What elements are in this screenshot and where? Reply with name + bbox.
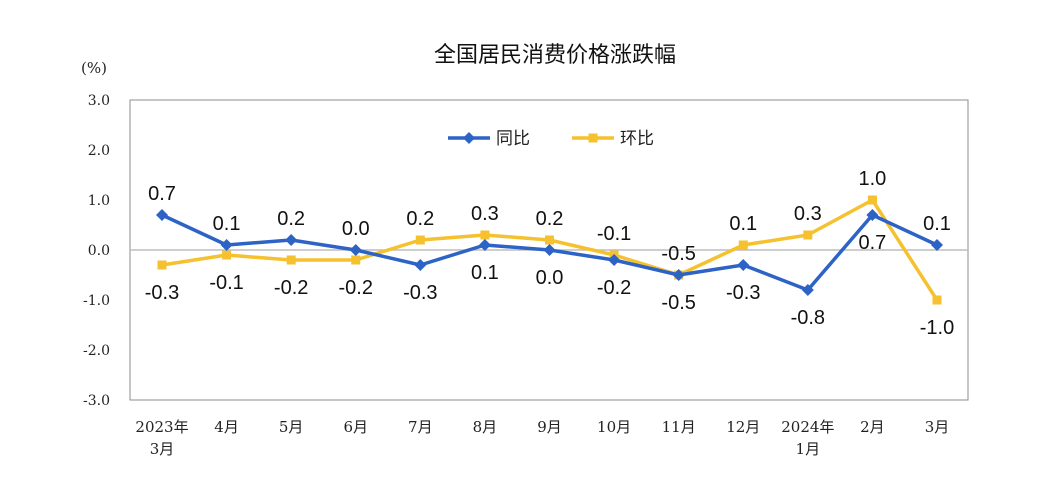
- y-axis-unit: (%): [81, 59, 107, 77]
- data-label-yoy: 0.7: [859, 232, 887, 254]
- data-label-yoy: -0.2: [597, 277, 631, 299]
- series-lines-layer: [156, 195, 943, 305]
- data-point-mom: [932, 295, 942, 305]
- data-point-yoy: [285, 234, 298, 246]
- axis-layer: 3.0 2.0 1.0 0.0 -1.0 -2.0 -3.0 2023年 3月 4月 5月 6月 7月 8…: [83, 93, 968, 458]
- x-tick-label: 10月: [597, 418, 631, 436]
- data-point-mom: [545, 235, 554, 245]
- data-label-yoy: -0.3: [403, 282, 437, 304]
- data-point-yoy: [478, 239, 491, 251]
- data-label-yoy: -0.8: [791, 307, 825, 329]
- data-point-yoy: [414, 259, 427, 271]
- x-tick-label: 2024年 1月: [781, 418, 834, 458]
- chart-title: 全国居民消费价格涨跌幅: [434, 43, 676, 68]
- data-point-mom: [867, 195, 877, 205]
- data-label-yoy: 0.0: [342, 218, 370, 240]
- y-tick-label: 2.0: [88, 143, 110, 159]
- data-label-yoy: 0.1: [923, 213, 951, 235]
- y-tick-label: 3.0: [88, 93, 110, 109]
- data-label-mom: 0.3: [794, 203, 822, 225]
- x-tick-label: 7月: [408, 418, 433, 436]
- data-point-mom: [480, 230, 490, 240]
- x-tick-label: 4月: [214, 418, 239, 436]
- data-label-yoy: 0.2: [277, 208, 305, 230]
- data-point-yoy: [608, 254, 621, 266]
- data-point-yoy: [672, 269, 685, 281]
- x-tick-label: 5月: [279, 418, 304, 436]
- x-tick-label: 6月: [343, 418, 368, 436]
- x-tick-label: 8月: [473, 418, 498, 436]
- legend-label-mom: 环比: [620, 129, 654, 149]
- x-tick-label: 3月: [925, 418, 950, 436]
- data-label-mom: 0.1: [729, 213, 757, 235]
- data-label-mom: -0.2: [274, 277, 308, 299]
- data-point-yoy: [931, 239, 943, 251]
- y-tick-label: 1.0: [88, 193, 110, 209]
- data-labels-layer: 0.7 0.1 0.2 0.0 -0.3 0.1 0.0 -0.2 -0.5 -0.3 -0.8 0.…: [145, 168, 954, 339]
- data-point-mom: [415, 235, 425, 245]
- data-label-yoy: -0.3: [726, 282, 760, 304]
- data-label-mom: 1.0: [859, 168, 887, 190]
- data-point-mom: [803, 230, 813, 240]
- data-point-yoy: [349, 244, 362, 256]
- data-point-yoy: [737, 259, 750, 271]
- x-tick-label: 9月: [537, 418, 562, 436]
- data-label-mom: 0.3: [471, 203, 499, 225]
- data-label-mom: -0.2: [339, 277, 373, 299]
- data-label-mom: -0.3: [145, 282, 179, 304]
- legend-marker-yoy: [463, 132, 475, 144]
- legend-label-yoy: 同比: [496, 129, 530, 149]
- data-label-mom: 0.2: [406, 208, 434, 230]
- legend-marker-mom: [588, 133, 598, 143]
- data-point-yoy: [220, 239, 233, 251]
- data-label-yoy: 0.1: [213, 213, 241, 235]
- y-tick-label: -3.0: [83, 393, 110, 409]
- data-label-mom: -1.0: [920, 317, 954, 339]
- data-label-mom: -0.1: [209, 272, 243, 294]
- legend: 同比 环比: [448, 129, 654, 149]
- data-label-yoy: 0.7: [148, 183, 176, 205]
- data-point-yoy: [543, 244, 556, 256]
- data-label-mom: 0.2: [536, 208, 564, 230]
- y-tick-label: 0.0: [88, 243, 110, 259]
- data-label-mom: -0.1: [597, 223, 631, 245]
- data-point-yoy: [866, 209, 879, 221]
- data-point-mom: [157, 260, 167, 270]
- x-tick-label: 11月: [662, 418, 696, 436]
- data-label-mom: -0.5: [661, 243, 695, 265]
- data-label-yoy: 0.1: [471, 262, 499, 284]
- data-point-mom: [351, 255, 361, 265]
- data-point-yoy: [801, 284, 814, 296]
- y-tick-label: -1.0: [83, 293, 110, 309]
- data-label-yoy: 0.0: [536, 267, 564, 289]
- x-tick-label: 12月: [726, 418, 760, 436]
- data-point-mom: [738, 240, 748, 250]
- data-point-mom: [286, 255, 296, 265]
- y-tick-label: -2.0: [83, 343, 110, 359]
- data-point-yoy: [156, 209, 168, 221]
- x-tick-label: 2023年 3月: [135, 418, 188, 458]
- data-point-mom: [222, 250, 232, 260]
- x-tick-label: 2月: [860, 418, 885, 436]
- data-label-yoy: -0.5: [661, 292, 695, 314]
